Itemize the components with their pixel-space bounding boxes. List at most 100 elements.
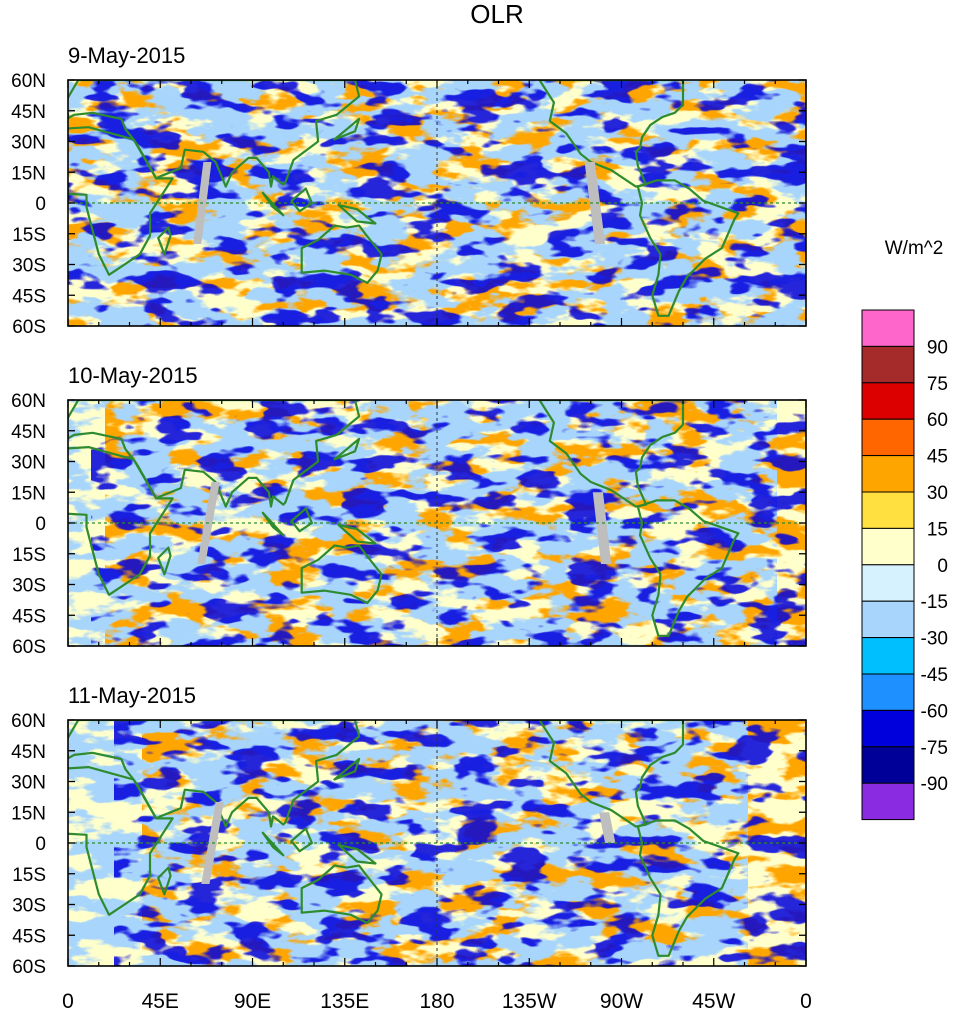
coastline (636, 819, 740, 957)
lat-label: 30N (11, 773, 46, 794)
lat-label: 0 (35, 514, 46, 535)
missing-data-swath (584, 162, 606, 244)
panel-title: 10-May-2015 (68, 363, 198, 388)
coastline (290, 507, 313, 533)
colorbar-label: 45 (927, 447, 948, 468)
lon-label: 180 (419, 990, 454, 1013)
colorbar-box (861, 382, 915, 420)
colorbar-units: W/m^2 (885, 238, 944, 259)
lat-label: 15S (12, 225, 46, 246)
lat-label: 45S (12, 926, 46, 947)
colorbar-labels: 90 75 60 45 30 15 0 -15 -30 -45 -60 -75 -90 (921, 337, 948, 795)
coastline (636, 499, 740, 637)
lat-label: 0 (35, 834, 46, 855)
lat-label: 60S (12, 957, 46, 978)
lat-label: 45N (11, 742, 46, 763)
olr-field (68, 80, 806, 326)
lat-label: 60S (12, 637, 46, 658)
coastline (538, 400, 685, 508)
coastline (538, 720, 685, 828)
coastline (290, 187, 313, 213)
colorbar-box (861, 455, 915, 493)
lat-label: 30N (11, 133, 46, 154)
colorbar-box (861, 600, 915, 639)
colorbar-box (861, 746, 915, 784)
lat-label: 45S (12, 286, 46, 307)
colorbar-label: -90 (921, 774, 948, 795)
colorbar-label: -15 (921, 592, 948, 613)
map-panel: 10-May-2015 60N 45N 30N 15N 0 15S 30S 45S 60S (11, 363, 807, 658)
colorbar-label: 90 (927, 337, 948, 358)
coastline (261, 831, 285, 857)
coastline (261, 191, 285, 217)
missing-data-swath (592, 492, 612, 564)
colorbar-box (861, 418, 915, 457)
coastline (68, 765, 174, 916)
colorbar-box (861, 782, 915, 821)
lat-label: 0 (35, 194, 46, 215)
coastline (68, 126, 174, 276)
colorbar-box (861, 709, 915, 748)
lat-label: 15N (11, 803, 46, 824)
colorbar-label: 75 (927, 374, 948, 395)
lat-label: 60N (11, 71, 46, 92)
coastline (68, 446, 174, 596)
lat-label: 30N (11, 453, 46, 474)
lat-label: 30S (12, 576, 46, 597)
colorbar-label: -75 (921, 738, 948, 759)
coastline (261, 511, 285, 537)
colorbar-label: 0 (937, 556, 948, 577)
lat-label: 15N (11, 163, 46, 184)
lat-label: 45N (11, 422, 46, 443)
panel-title: 9-May-2015 (68, 43, 185, 68)
colorbar-box (861, 345, 915, 384)
colorbar-label: 15 (927, 519, 948, 540)
lat-label: 15N (11, 483, 46, 504)
coastline (337, 843, 377, 865)
colorbar-label: -30 (921, 629, 948, 650)
colorbar-box (861, 564, 915, 602)
lon-label: 0 (800, 990, 812, 1013)
coastline (333, 757, 361, 781)
coastline (337, 523, 377, 545)
coastline (337, 204, 377, 225)
coastline (68, 400, 361, 508)
colorbar-box (861, 637, 915, 675)
olr-field (68, 400, 806, 646)
colorbar-label: -60 (921, 701, 948, 722)
colorbar-label: -45 (921, 665, 948, 686)
coastline (68, 720, 361, 828)
colorbar-boxes (861, 309, 915, 821)
colorbar: W/m^2 90 75 60 45 30 15 0 -15 -30 -45 -60 -75 -90 (861, 238, 948, 821)
colorbar-label: 30 (927, 483, 948, 504)
map-panels: 9-May-201560N45N30N15N015S30S45S60S10-Ma… (11, 43, 807, 978)
map-panel: 11-May-2015 60N 45N 30N 15N 0 15S 30S 45S 60S (11, 683, 807, 978)
coastline (290, 827, 313, 853)
lon-label: 135E (320, 990, 369, 1013)
lon-label: 90E (234, 990, 271, 1013)
colorbar-box (861, 527, 915, 566)
lon-label: 45W (692, 990, 735, 1013)
lat-label: 60N (11, 391, 46, 412)
lat-label: 30S (12, 256, 46, 277)
coastline (333, 117, 361, 141)
coastline (68, 80, 361, 188)
lat-label: 15S (12, 545, 46, 566)
lat-label: 60S (12, 317, 46, 338)
lon-label: 0 (62, 990, 74, 1013)
map-panel: 9-May-2015 60N 45N 30N 15N 0 15S 30S 45S 60S (11, 43, 807, 338)
coastline (538, 80, 685, 188)
coastline (157, 866, 172, 896)
coastline (636, 179, 740, 317)
colorbar-box (861, 309, 915, 347)
figure-title: OLR (470, 0, 523, 29)
lat-label: 45S (12, 606, 46, 627)
colorbar-box (861, 491, 915, 529)
olr-field (68, 720, 806, 966)
coastline (300, 224, 383, 284)
lon-label: 45E (142, 990, 179, 1013)
lat-label: 45N (11, 102, 46, 123)
lat-label: 30S (12, 896, 46, 917)
lon-label: 90W (600, 990, 643, 1013)
